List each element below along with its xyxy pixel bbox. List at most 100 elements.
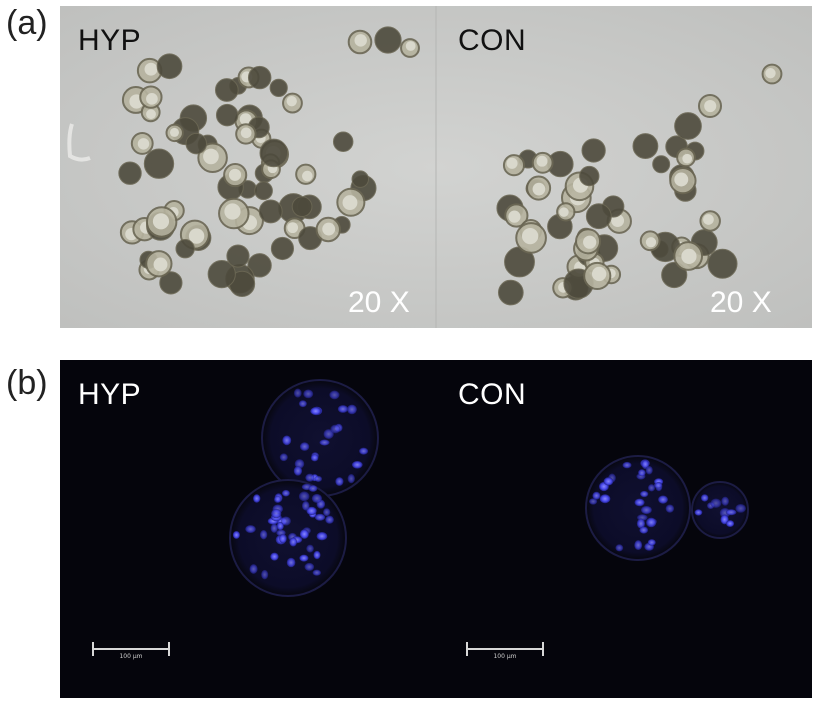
nucleus <box>299 554 309 562</box>
nucleus <box>232 531 240 539</box>
nucleus <box>249 564 258 574</box>
embryo <box>652 155 671 174</box>
embryo-cavity <box>146 109 156 120</box>
embryo-cavity <box>559 207 569 217</box>
embryo-cavity <box>152 213 170 230</box>
embryo-cavity <box>146 92 158 105</box>
embryo-cavity <box>682 153 693 164</box>
hyp-label-a: HYP <box>78 24 142 57</box>
embryo <box>175 239 195 259</box>
embryo-cavity <box>322 222 336 236</box>
nucleus <box>592 491 601 500</box>
embryo <box>214 78 239 102</box>
nucleus <box>700 494 709 502</box>
embryo-cavity <box>703 214 714 225</box>
nucleus <box>280 516 291 526</box>
nucleus <box>316 532 328 541</box>
nucleus <box>311 493 323 503</box>
nucleus <box>323 508 331 517</box>
embryo-cavity <box>591 266 607 282</box>
embryo-cavity <box>302 170 313 182</box>
nucleus <box>286 557 296 568</box>
nucleus <box>310 454 319 462</box>
nucleus <box>589 498 598 505</box>
nucleus <box>330 424 341 434</box>
embryo <box>207 259 236 289</box>
nucleus <box>726 520 735 527</box>
embryo-cavity <box>765 68 776 79</box>
embryo-cavity <box>342 195 358 211</box>
nucleus <box>314 513 326 521</box>
nucleus <box>298 400 307 408</box>
embryo <box>269 78 288 97</box>
embryo <box>254 181 273 201</box>
nucleus <box>312 569 321 576</box>
panel-a-tag: (a) <box>6 4 48 42</box>
con-label-b: CON <box>458 378 527 411</box>
nucleus <box>337 405 349 413</box>
nucleus <box>640 505 652 515</box>
nucleus <box>325 515 334 524</box>
nucleus <box>640 490 649 498</box>
nucleus <box>599 494 611 504</box>
nucleus <box>304 562 315 571</box>
nucleus <box>245 525 256 534</box>
nucleus <box>289 537 298 547</box>
nucleus <box>301 500 310 511</box>
embryo <box>259 138 289 168</box>
magnification-left: 20 X <box>348 286 410 319</box>
embryo <box>332 131 354 153</box>
nucleus <box>306 506 317 516</box>
nucleus <box>279 533 287 544</box>
nucleus <box>259 529 268 540</box>
nucleus <box>270 523 278 533</box>
embryo <box>291 196 313 217</box>
brightfield-embryos <box>60 6 812 328</box>
embryo-cavity <box>287 222 299 234</box>
nucleus <box>634 540 643 551</box>
embryo-cavity <box>144 62 158 76</box>
embryo-cavity <box>228 168 242 181</box>
nucleus <box>710 498 722 508</box>
brightfield-micrograph: HYP CON 20 X 20 X <box>60 6 812 328</box>
embryo <box>215 103 239 127</box>
scale-bar-right-text: 100 µm <box>493 653 517 660</box>
embryo-cavity <box>532 182 546 196</box>
embryo <box>707 248 738 279</box>
embryo-cavity <box>203 148 219 165</box>
nucleus <box>639 526 649 534</box>
nucleus <box>653 482 663 489</box>
nucleus <box>314 475 323 482</box>
embryo-cavity <box>240 127 252 139</box>
nucleus <box>308 485 318 492</box>
embryo <box>351 170 370 188</box>
nucleus <box>276 521 284 531</box>
embryo-cavity <box>286 96 297 107</box>
nucleus <box>645 465 653 475</box>
nucleus <box>721 496 729 506</box>
embryo <box>674 112 702 140</box>
nucleus <box>298 491 310 502</box>
embryo-cavity <box>188 228 205 244</box>
embryo <box>585 203 612 230</box>
nucleus <box>293 466 303 476</box>
embryo <box>226 244 250 268</box>
embryo <box>632 133 659 159</box>
fluorescent-blastocysts <box>60 360 812 698</box>
nucleus <box>271 508 282 519</box>
embryo-cavity <box>508 210 521 223</box>
embryo-cavity <box>153 257 168 272</box>
embryo <box>156 53 183 80</box>
embryo-cavity <box>239 113 252 126</box>
nucleus <box>694 509 703 516</box>
nucleus <box>293 388 302 398</box>
nucleus <box>261 569 269 580</box>
nucleus <box>351 460 363 469</box>
nucleus <box>323 429 334 439</box>
nucleus <box>329 390 340 400</box>
hyp-label-b: HYP <box>78 378 142 411</box>
nucleus <box>646 517 657 528</box>
nucleus <box>638 469 646 477</box>
embryo-cavity <box>674 172 689 187</box>
embryo <box>247 65 272 90</box>
